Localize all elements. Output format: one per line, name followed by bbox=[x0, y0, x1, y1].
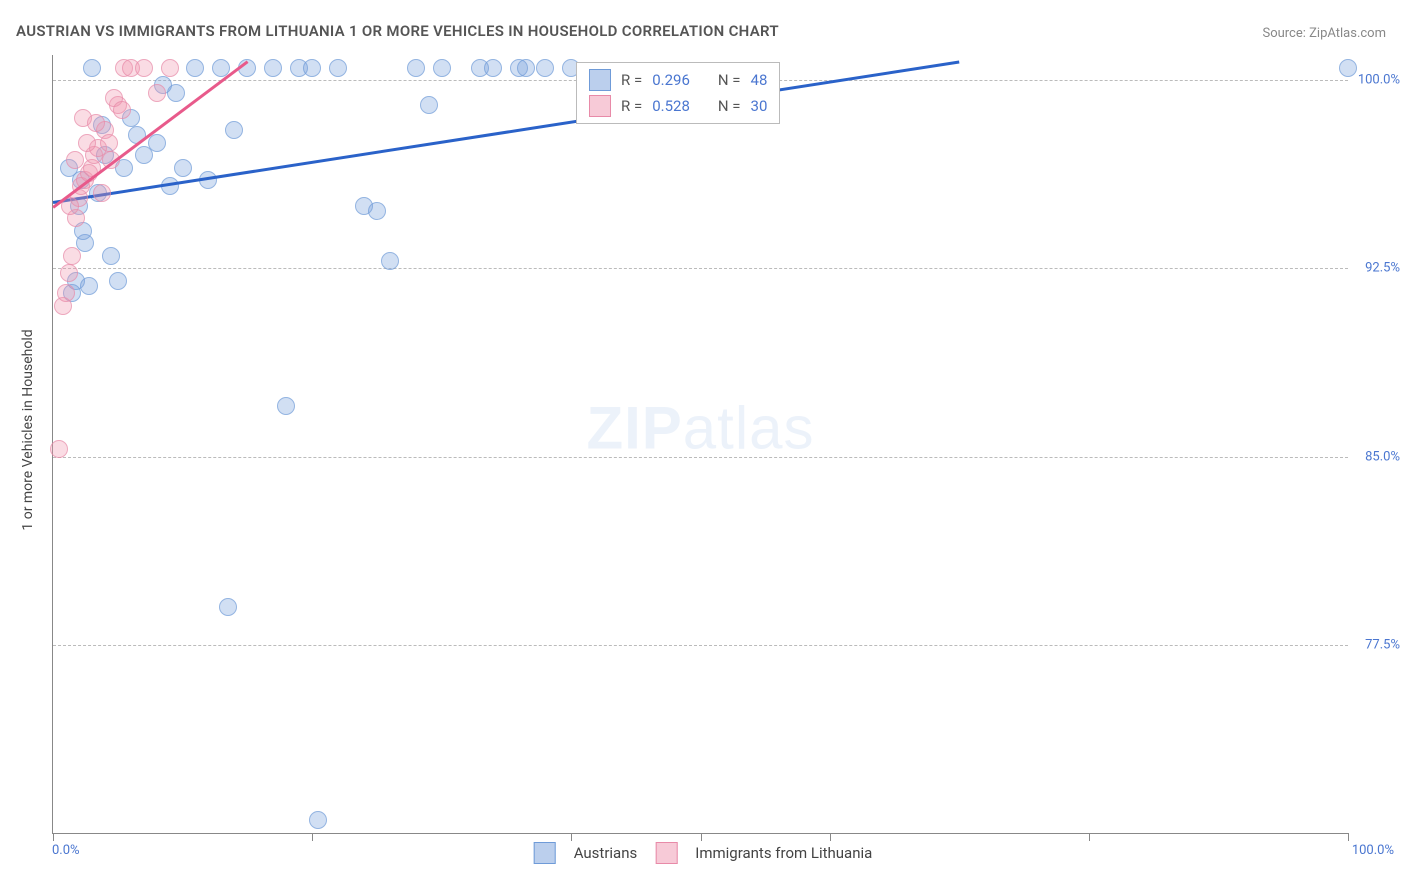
scatter-point bbox=[420, 96, 438, 114]
scatter-point bbox=[50, 440, 68, 458]
stats-row: R = 0.296 N = 48 bbox=[577, 67, 779, 93]
scatter-point bbox=[368, 202, 386, 220]
x-tick bbox=[701, 833, 702, 841]
chart-title: AUSTRIAN VS IMMIGRANTS FROM LITHUANIA 1 … bbox=[16, 22, 779, 40]
scatter-point bbox=[536, 59, 554, 77]
scatter-point bbox=[135, 59, 153, 77]
source-label: Source: ZipAtlas.com bbox=[1262, 26, 1386, 41]
scatter-point bbox=[87, 114, 105, 132]
scatter-point bbox=[148, 134, 166, 152]
scatter-point bbox=[407, 59, 425, 77]
scatter-point bbox=[57, 284, 75, 302]
y-tick-label: 100.0% bbox=[1352, 73, 1400, 88]
scatter-point bbox=[80, 277, 98, 295]
scatter-point bbox=[264, 59, 282, 77]
n-label: N = bbox=[718, 97, 741, 115]
legend-swatch-icon bbox=[534, 842, 556, 864]
scatter-point bbox=[66, 151, 84, 169]
scatter-point bbox=[113, 101, 131, 119]
scatter-point bbox=[484, 59, 502, 77]
r-label: R = bbox=[621, 97, 642, 115]
n-label: N = bbox=[718, 71, 741, 89]
x-axis-max-label: 100.0% bbox=[1352, 843, 1394, 858]
gridline bbox=[53, 645, 1348, 646]
scatter-point bbox=[93, 184, 111, 202]
y-tick-label: 85.0% bbox=[1352, 449, 1400, 464]
scatter-point bbox=[225, 121, 243, 139]
y-axis-label: 1 or more Vehicles in Household bbox=[20, 329, 36, 530]
scatter-point bbox=[219, 598, 237, 616]
plot-area: ZIPatlas 77.5%85.0%92.5%100.0% bbox=[52, 55, 1348, 834]
scatter-point bbox=[303, 59, 321, 77]
x-tick bbox=[1348, 833, 1349, 841]
x-axis-min-label: 0.0% bbox=[52, 843, 80, 858]
scatter-point bbox=[199, 171, 217, 189]
scatter-point bbox=[100, 134, 118, 152]
scatter-point bbox=[148, 84, 166, 102]
scatter-point bbox=[433, 59, 451, 77]
scatter-point bbox=[277, 397, 295, 415]
scatter-point bbox=[109, 272, 127, 290]
stats-legend-box: R = 0.296 N = 48 R = 0.528 N = 30 bbox=[576, 62, 780, 124]
scatter-point bbox=[60, 264, 78, 282]
scatter-point bbox=[174, 159, 192, 177]
r-value: 0.296 bbox=[652, 71, 690, 89]
legend-swatch-icon bbox=[655, 842, 677, 864]
scatter-point bbox=[309, 811, 327, 829]
scatter-point bbox=[186, 59, 204, 77]
x-tick bbox=[1089, 833, 1090, 841]
watermark: ZIPatlas bbox=[586, 394, 814, 463]
scatter-point bbox=[63, 247, 81, 265]
legend-swatch-icon bbox=[589, 69, 611, 91]
stats-row: R = 0.528 N = 30 bbox=[577, 93, 779, 119]
n-value: 30 bbox=[751, 97, 768, 115]
bottom-legend: Austrians Immigrants from Lithuania bbox=[534, 842, 873, 864]
scatter-point bbox=[102, 247, 120, 265]
scatter-point bbox=[78, 134, 96, 152]
trend-line bbox=[53, 60, 960, 203]
scatter-point bbox=[83, 59, 101, 77]
scatter-point bbox=[329, 59, 347, 77]
scatter-point bbox=[517, 59, 535, 77]
x-tick bbox=[53, 833, 54, 841]
x-tick bbox=[830, 833, 831, 841]
scatter-point bbox=[161, 59, 179, 77]
r-value: 0.528 bbox=[652, 97, 690, 115]
y-tick-label: 92.5% bbox=[1352, 261, 1400, 276]
y-tick-label: 77.5% bbox=[1352, 637, 1400, 652]
x-tick bbox=[312, 833, 313, 841]
scatter-point bbox=[381, 252, 399, 270]
scatter-point bbox=[1339, 59, 1357, 77]
gridline bbox=[53, 457, 1348, 458]
n-value: 48 bbox=[751, 71, 768, 89]
r-label: R = bbox=[621, 71, 642, 89]
legend-swatch-icon bbox=[589, 95, 611, 117]
x-tick bbox=[571, 833, 572, 841]
legend-label: Austrians bbox=[574, 844, 638, 862]
legend-label: Immigrants from Lithuania bbox=[695, 844, 872, 862]
gridline bbox=[53, 268, 1348, 269]
